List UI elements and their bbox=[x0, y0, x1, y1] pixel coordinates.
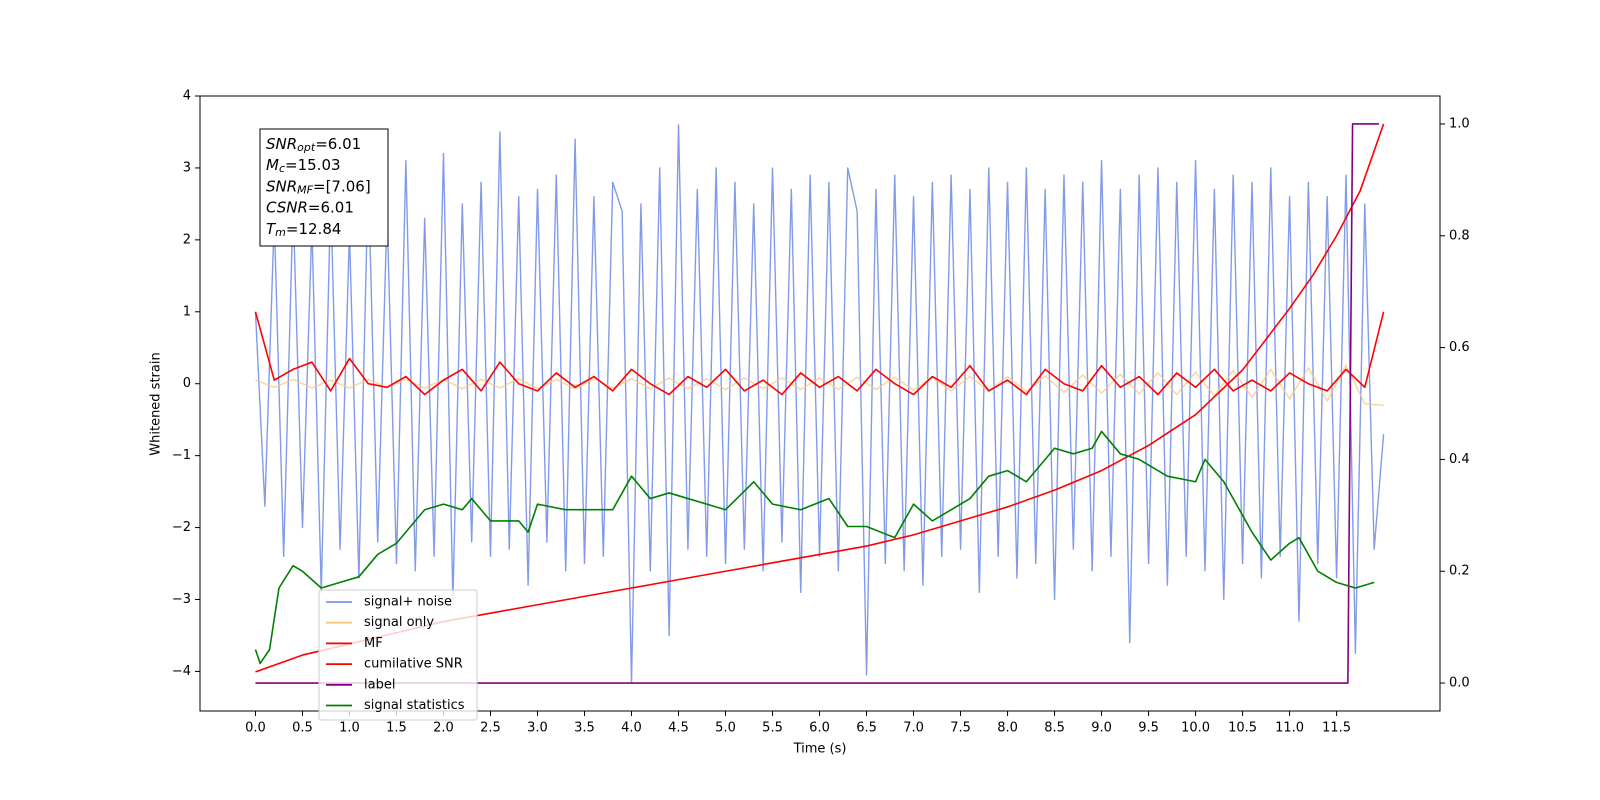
legend-label: signal only bbox=[364, 615, 434, 630]
legend-label: MF bbox=[364, 636, 383, 651]
x-tick-label: 8.0 bbox=[997, 721, 1018, 736]
y2-tick-label: 1.0 bbox=[1449, 116, 1470, 131]
annotation-name: T bbox=[266, 219, 277, 237]
y2-tick-label: 0.4 bbox=[1449, 452, 1470, 467]
y2-tick-label: 0.0 bbox=[1449, 676, 1470, 691]
y-tick-label: −1 bbox=[172, 448, 191, 463]
y-tick-label: 2 bbox=[183, 232, 191, 247]
annotation-subscript: opt bbox=[297, 141, 316, 154]
x-tick-label: 0.5 bbox=[292, 721, 313, 736]
annotation-box bbox=[259, 128, 389, 247]
x-tick-label: 2.0 bbox=[433, 721, 454, 736]
y-tick-label: −3 bbox=[172, 592, 191, 607]
y-tick-label: −2 bbox=[172, 520, 191, 535]
x-tick-label: 11.5 bbox=[1322, 721, 1351, 736]
series-line bbox=[254, 430, 1375, 665]
x-axis-label: Time (s) bbox=[793, 742, 847, 757]
x-tick-label: 6.5 bbox=[856, 721, 877, 736]
y-tick-label: −4 bbox=[172, 664, 191, 679]
x-tick-label: 0.0 bbox=[245, 721, 266, 736]
series-line bbox=[254, 124, 1385, 683]
legend-label: signal statistics bbox=[364, 698, 465, 713]
annotation: SNRMF=[7.06] bbox=[266, 177, 371, 197]
y-tick-label: 0 bbox=[183, 376, 191, 391]
x-tick-label: 4.5 bbox=[668, 721, 689, 736]
annotation-value: =[7.06] bbox=[313, 177, 371, 195]
x-tick-label: 3.5 bbox=[574, 721, 595, 736]
legend-label: label bbox=[364, 677, 395, 692]
x-tick-label: 1.0 bbox=[339, 721, 360, 736]
legend-label: cumilative SNR bbox=[364, 657, 463, 672]
series-line bbox=[255, 123, 1379, 684]
y-tick-label: 4 bbox=[183, 89, 191, 104]
x-tick-label: 10.5 bbox=[1228, 721, 1257, 736]
annotation: SNRopt=6.01 bbox=[266, 135, 361, 155]
annotation: Mc=15.03 bbox=[266, 156, 341, 176]
x-tick-label: 5.0 bbox=[715, 721, 736, 736]
y-tick-label: 1 bbox=[183, 304, 191, 319]
x-tick-label: 3.0 bbox=[527, 721, 548, 736]
y2-tick-label: 0.2 bbox=[1449, 564, 1470, 579]
x-tick-label: 9.5 bbox=[1138, 721, 1159, 736]
x-tick-label: 8.5 bbox=[1044, 721, 1065, 736]
x-tick-label: 4.0 bbox=[621, 721, 642, 736]
annotation: Tm=12.84 bbox=[266, 219, 341, 239]
y2-tick-label: 0.6 bbox=[1449, 340, 1470, 355]
y-tick-label: 3 bbox=[183, 160, 191, 175]
x-tick-label: 7.5 bbox=[950, 721, 971, 736]
legend-label: signal+ noise bbox=[364, 595, 452, 610]
x-tick-label: 9.0 bbox=[1091, 721, 1112, 736]
legend-box bbox=[318, 589, 478, 721]
x-tick-label: 5.5 bbox=[762, 721, 783, 736]
x-tick-label: 1.5 bbox=[386, 721, 407, 736]
annotation-value: =15.03 bbox=[285, 156, 341, 174]
annotation-name: CSNR bbox=[266, 198, 308, 216]
y-axis-label: Whitened strain bbox=[149, 352, 164, 455]
annotation-name: SNR bbox=[266, 135, 297, 153]
x-tick-label: 7.0 bbox=[903, 721, 924, 736]
annotation-subscript: m bbox=[275, 226, 286, 239]
annotation-subscript: MF bbox=[297, 183, 313, 196]
y2-tick-label: 0.8 bbox=[1449, 228, 1470, 243]
annotation-value: =6.01 bbox=[315, 135, 361, 153]
series-line bbox=[254, 311, 1385, 396]
x-tick-label: 6.0 bbox=[809, 721, 830, 736]
annotation-value: =6.01 bbox=[308, 198, 354, 216]
annotation: CSNR=6.01 bbox=[266, 198, 354, 216]
annotation-name: M bbox=[266, 156, 279, 174]
x-tick-label: 2.5 bbox=[480, 721, 501, 736]
annotation-subscript: c bbox=[279, 162, 285, 175]
annotation-name: SNR bbox=[266, 177, 297, 195]
annotation-value: =12.84 bbox=[286, 219, 342, 237]
x-tick-label: 10.0 bbox=[1181, 721, 1210, 736]
x-tick-label: 11.0 bbox=[1275, 721, 1304, 736]
